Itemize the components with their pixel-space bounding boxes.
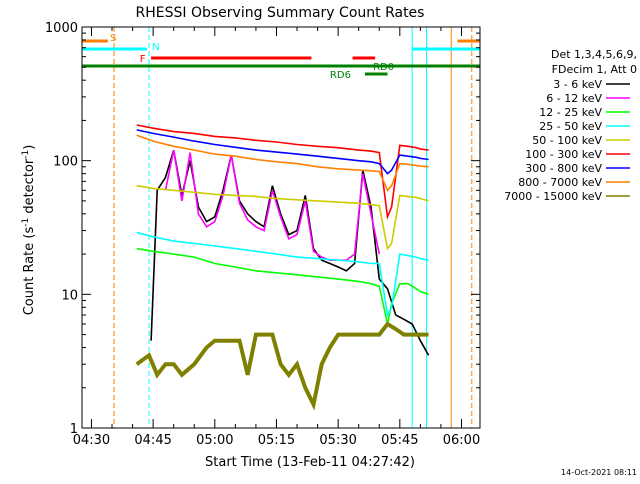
x-tick-label-2: 04:45 <box>134 433 171 448</box>
x-tick-label-6: 05:45 <box>381 433 418 448</box>
state-bar-label-rd0: RD0 <box>373 62 394 73</box>
y-tick-label-3: 100 <box>53 155 78 170</box>
y-axis-label-part-2: detector <box>22 158 37 218</box>
x-tick-label-5: 05:30 <box>319 433 356 448</box>
series-line-3 <box>136 247 429 325</box>
state-bar-label-rd6: RD6 <box>330 70 351 81</box>
legend-label-7: 300 - 800 keV <box>525 162 602 175</box>
series-line-9 <box>135 321 429 411</box>
series-line-5 <box>136 184 429 251</box>
legend-label-9: 7000 - 15000 keV <box>504 190 602 203</box>
x-axis-label: Start Time (13-Feb-11 04:27:42) <box>205 455 415 470</box>
series-line-4 <box>136 231 429 318</box>
legend-label-8: 800 - 7000 keV <box>518 176 602 189</box>
x-tick-label-3: 05:00 <box>196 433 233 448</box>
x-tick-label-4: 05:15 <box>258 433 295 448</box>
legend-label-3: 12 - 25 keV <box>539 106 602 119</box>
state-bar-label-n: N <box>152 42 159 53</box>
y-tick-label-2: 10 <box>61 288 78 303</box>
footer-timestamp: 14-Oct-2021 08:11 <box>561 468 637 477</box>
y-axis-label: Count Rate (s-1 detector-1) <box>21 145 37 316</box>
series-line-7 <box>136 129 429 175</box>
x-tick-label-1: 04:30 <box>73 433 110 448</box>
axes: 1 10 100 1000 04:30 04:45 05:00 05:15 05:30 05:45… <box>45 21 481 448</box>
chart-title: RHESSI Observing Summary Count Rates <box>136 5 425 21</box>
legend-label-1: 3 - 6 keV <box>553 78 602 91</box>
legend-label-6: 100 - 300 keV <box>525 148 602 161</box>
y-axis-label-sup-2: -1 <box>21 150 31 159</box>
legend-label-4: 25 - 50 keV <box>539 120 602 133</box>
y-axis-label-part-1: Count Rate (s <box>22 227 37 316</box>
y-axis-label-sup-1: -1 <box>21 218 31 227</box>
plot-area: S NF RD0 RD6 <box>82 27 480 428</box>
y-axis-label-part-3: ) <box>22 145 37 150</box>
legend-header-line-2: FDecim 1, Att 0 <box>552 63 637 76</box>
legend-label-2: 6 - 12 keV <box>546 92 602 105</box>
x-tick-label-7: 06:00 <box>443 433 480 448</box>
state-bar-label-s: S <box>110 33 116 44</box>
legend-label-5: 50 - 100 keV <box>532 134 602 147</box>
y-tick-label-4: 1000 <box>45 21 78 36</box>
y-tick-label-1: 1 <box>70 422 78 437</box>
series-line-6 <box>136 124 429 220</box>
series-line-8 <box>136 134 429 192</box>
state-bar-label-f: F <box>140 54 146 65</box>
legend-header-line-1: Det 1,3,4,5,6,9, <box>551 48 637 61</box>
plot-frame <box>81 26 481 429</box>
